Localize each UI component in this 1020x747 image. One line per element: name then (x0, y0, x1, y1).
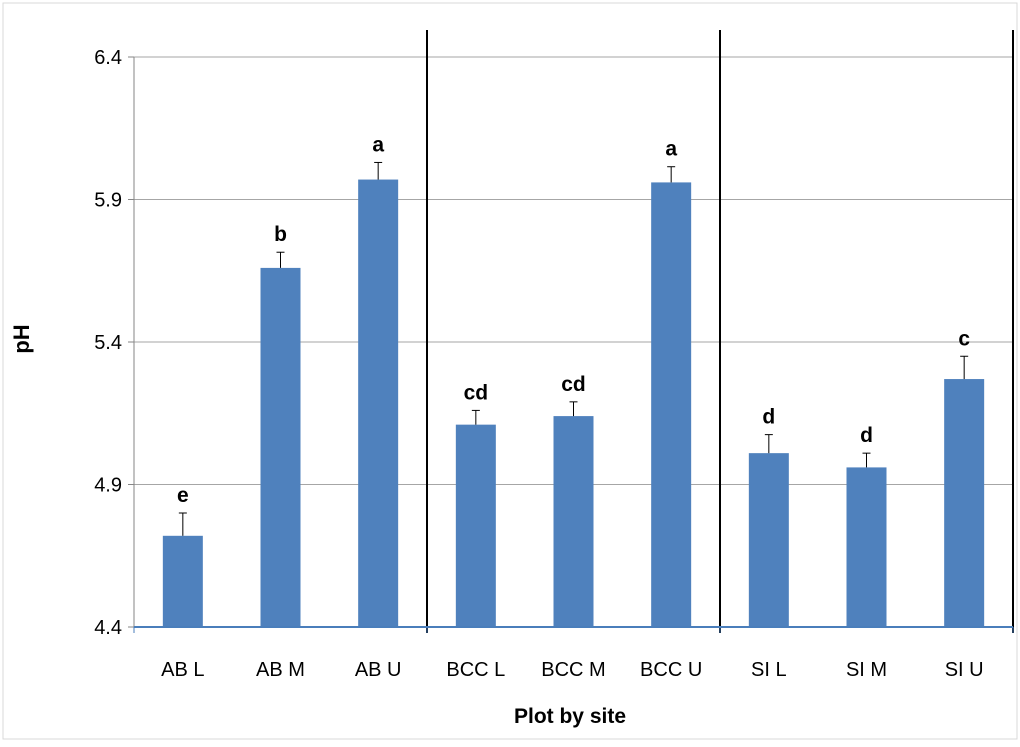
bar (553, 416, 594, 627)
x-tick-label: BCC L (446, 659, 505, 681)
bar (846, 467, 887, 627)
significance-letter: b (274, 223, 287, 246)
bar (358, 179, 399, 628)
bar (162, 535, 203, 627)
bar (944, 379, 985, 627)
x-tick-label: BCC U (640, 659, 702, 681)
x-tick-label: AB L (161, 659, 204, 681)
x-tick-label: BCC M (541, 659, 605, 681)
axes (128, 56, 1014, 633)
y-axis-title: pH (9, 324, 34, 353)
error-bars (178, 161, 969, 536)
y-tick-label: 5.4 (94, 332, 122, 354)
bar (651, 182, 692, 627)
y-tick-label: 6.4 (94, 47, 122, 69)
significance-letter: d (762, 406, 775, 429)
y-tick-label: 5.9 (94, 190, 122, 212)
significance-letter: c (958, 327, 970, 350)
x-tick-label: AB U (355, 659, 402, 681)
significance-letter: cd (464, 381, 489, 404)
bar (455, 424, 496, 627)
significance-letter: e (177, 484, 189, 507)
significance-letter: a (665, 138, 677, 161)
significance-letter: a (372, 133, 384, 156)
group-dividers (426, 30, 1014, 633)
significance-letter: cd (561, 373, 586, 396)
x-tick-label: AB M (256, 659, 305, 681)
bars (162, 179, 985, 628)
bar (260, 267, 301, 627)
x-tick-label: SI U (945, 659, 984, 681)
significance-letter: d (860, 424, 873, 447)
x-tick-label: SI L (751, 659, 787, 681)
x-tick-label: SI M (846, 659, 887, 681)
y-tick-label: 4.9 (94, 475, 122, 497)
y-tick-label: 4.4 (94, 617, 122, 639)
bar (748, 453, 789, 627)
x-axis-title: Plot by site (514, 705, 626, 728)
